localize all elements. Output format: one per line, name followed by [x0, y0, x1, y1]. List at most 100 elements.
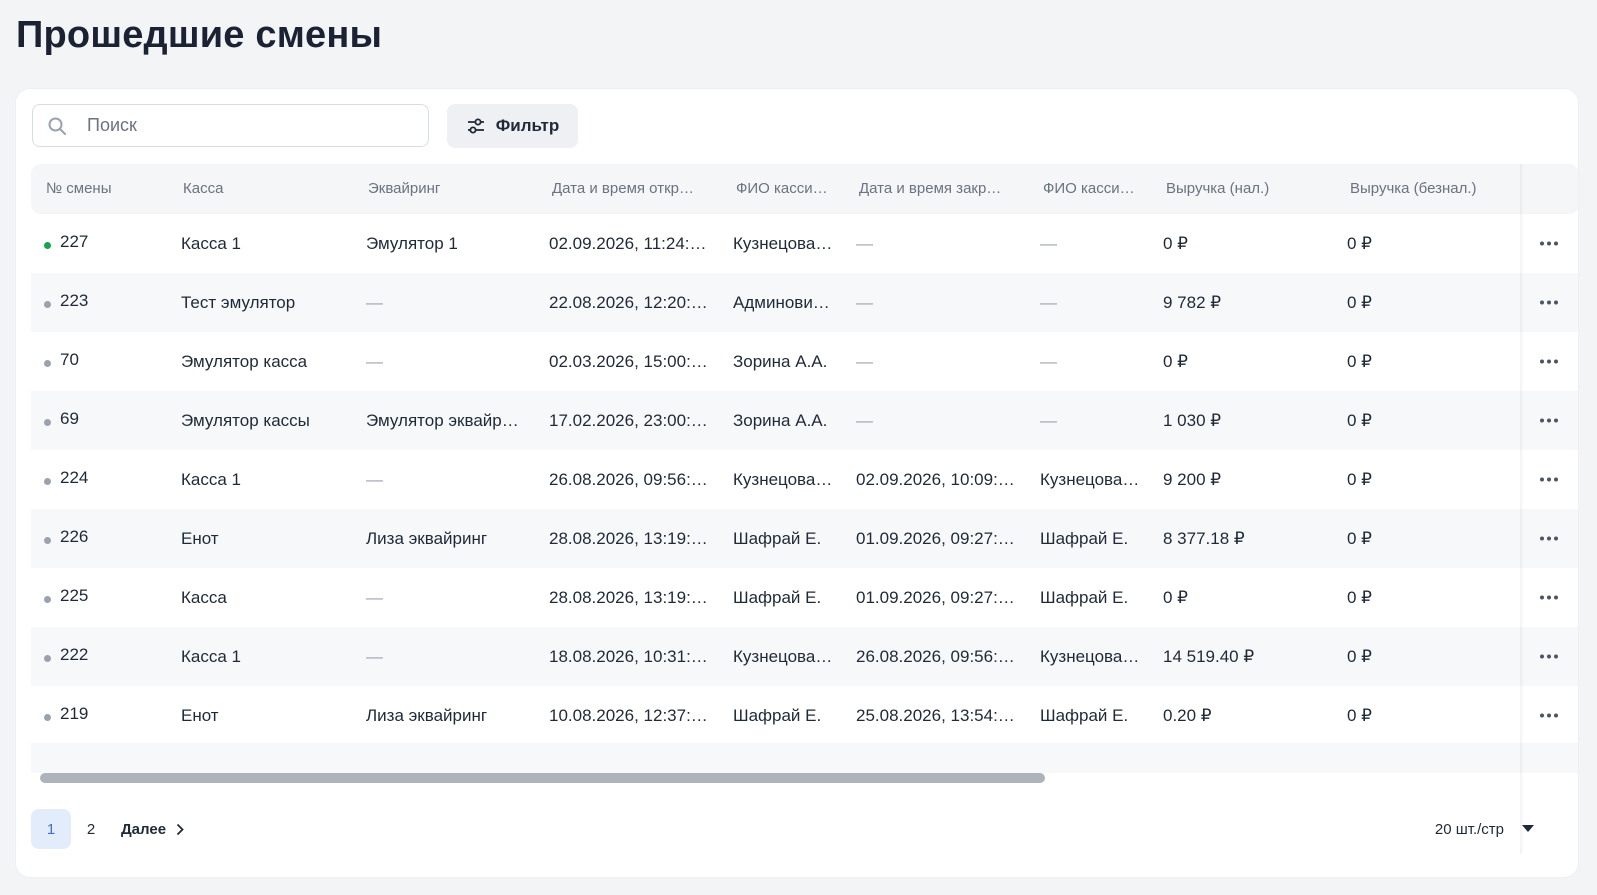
cell-acquiring: —	[366, 588, 383, 607]
caret-down-icon	[1522, 825, 1534, 832]
cell-register: Енот	[181, 529, 219, 548]
table-header: № смены Касса Эквайринг Дата и время отк…	[31, 164, 1578, 214]
cell-acquiring: Лиза эквайринг	[366, 529, 488, 548]
cell-revenue-cashless: 0 ₽	[1347, 529, 1372, 548]
cell-close-datetime: —	[856, 352, 873, 371]
per-page-label: 20 шт./стр	[1434, 820, 1504, 838]
cell-shift-number: 225	[60, 586, 89, 605]
cell-close-datetime: —	[856, 411, 873, 430]
status-dot	[44, 360, 51, 367]
page-title: Прошедшие смены	[16, 14, 383, 56]
cell-close-cashier: —	[1040, 293, 1057, 312]
next-page-button[interactable]: Далее	[121, 809, 184, 849]
header-acquiring[interactable]: Эквайринг	[368, 180, 441, 197]
cell-register: Касса 1	[181, 470, 241, 489]
table-row[interactable]: 227 Касса 1 Эмулятор 1 02.09.2026, 11:24:… К…	[31, 214, 1578, 273]
cell-close-cashier: —	[1040, 352, 1057, 371]
cell-close-datetime: 01.09.2026, 09:27:…	[856, 588, 1015, 607]
cell-close-cashier: Шафрай Е.	[1040, 706, 1129, 725]
table-row[interactable]: 223 Тест эмулятор — 22.08.2026, 12:20:… Адми…	[31, 273, 1578, 332]
cell-revenue-cash: 1 030 ₽	[1163, 411, 1222, 430]
cell-close-datetime: 01.09.2026, 09:27:…	[856, 529, 1015, 548]
cell-open-datetime: 17.02.2026, 23:00:…	[549, 411, 708, 430]
cell-acquiring: Лиза эквайринг	[366, 706, 488, 725]
header-open-datetime[interactable]: Дата и время откр…	[552, 180, 694, 197]
row-actions-button[interactable]	[1519, 332, 1578, 391]
cell-close-cashier: Кузнецова…	[1040, 647, 1140, 666]
table-row[interactable]: 219 Енот Лиза эквайринг 10.08.2026, 12:37:……	[31, 686, 1578, 745]
search-input[interactable]	[85, 114, 428, 137]
cell-open-cashier: Шафрай Е.	[733, 706, 822, 725]
per-page-select[interactable]: 20 шт./стр	[1435, 814, 1534, 844]
more-horizontal-icon	[1540, 359, 1558, 364]
cell-open-datetime: 18.08.2026, 10:31:…	[549, 647, 708, 666]
header-revenue-cashless[interactable]: Выручка (безнал.)	[1350, 180, 1477, 197]
header-shift-number[interactable]: № смены	[46, 180, 112, 197]
cell-shift-number: 219	[60, 704, 89, 723]
cell-open-datetime: 22.08.2026, 12:20:…	[549, 293, 708, 312]
header-close-datetime[interactable]: Дата и время закр…	[859, 180, 1002, 197]
cell-revenue-cash: 9 200 ₽	[1163, 470, 1222, 489]
cell-open-datetime: 10.08.2026, 12:37:…	[549, 706, 708, 725]
cell-revenue-cash: 14 519.40 ₽	[1163, 647, 1255, 666]
cell-open-datetime: 26.08.2026, 09:56:…	[549, 470, 708, 489]
scrollbar-thumb[interactable]	[40, 773, 1045, 783]
cell-revenue-cashless: 0 ₽	[1347, 647, 1372, 666]
cell-shift-number: 222	[60, 645, 89, 664]
cell-open-datetime: 28.08.2026, 13:19:…	[549, 588, 708, 607]
status-dot	[44, 301, 51, 308]
cell-shift-number: 69	[60, 409, 79, 428]
cell-close-datetime: 02.09.2026, 10:09:…	[856, 470, 1015, 489]
cell-close-cashier: Шафрай Е.	[1040, 588, 1129, 607]
table-row[interactable]: 70 Эмулятор касса — 02.03.2026, 15:00:… Зори…	[31, 332, 1578, 391]
filter-button[interactable]: Фильтр	[447, 104, 578, 148]
header-register[interactable]: Касса	[183, 180, 224, 197]
page-2-button[interactable]: 2	[86, 820, 96, 838]
cell-acquiring: —	[366, 647, 383, 666]
table-row[interactable]: 226 Енот Лиза эквайринг 28.08.2026, 13:19:……	[31, 509, 1578, 568]
status-dot	[44, 242, 51, 249]
cell-close-cashier: Кузнецова…	[1040, 470, 1140, 489]
page-1-button[interactable]: 1	[31, 809, 71, 849]
more-horizontal-icon	[1540, 536, 1558, 541]
header-revenue-cash[interactable]: Выручка (нал.)	[1166, 180, 1270, 197]
header-open-cashier[interactable]: ФИО касси…	[736, 180, 828, 197]
row-actions-button[interactable]	[1519, 509, 1578, 568]
table-row[interactable]: 69 Эмулятор кассы Эмулятор эквайр… 17.02.20…	[31, 391, 1578, 450]
header-close-cashier[interactable]: ФИО касси…	[1043, 180, 1135, 197]
cell-revenue-cashless: 0 ₽	[1347, 293, 1372, 312]
shifts-card: Фильтр № смены Касса Эквайринг Дата и вр…	[16, 89, 1578, 877]
shifts-table: № смены Касса Эквайринг Дата и время отк…	[31, 164, 1578, 854]
row-actions-button[interactable]	[1519, 627, 1578, 686]
row-actions-button[interactable]	[1519, 568, 1578, 627]
more-horizontal-icon	[1540, 654, 1558, 659]
cell-revenue-cashless: 0 ₽	[1347, 352, 1372, 371]
cell-open-cashier: Админови…	[733, 293, 830, 312]
cell-close-cashier: Шафрай Е.	[1040, 529, 1129, 548]
cell-register: Касса 1	[181, 647, 241, 666]
cell-acquiring: Эмулятор эквайр…	[366, 411, 519, 430]
table-row[interactable]: 225 Касса — 28.08.2026, 13:19:… Шафрай Е. 01.…	[31, 568, 1578, 627]
cell-close-datetime: 25.08.2026, 13:54:…	[856, 706, 1015, 725]
cell-open-cashier: Кузнецова…	[733, 470, 833, 489]
cell-acquiring: —	[366, 352, 383, 371]
cell-revenue-cashless: 0 ₽	[1347, 470, 1372, 489]
cell-acquiring: —	[366, 293, 383, 312]
cell-open-cashier: Кузнецова…	[733, 234, 833, 253]
table-row-partial	[31, 743, 1578, 773]
horizontal-scrollbar[interactable]	[40, 773, 1570, 785]
table-row[interactable]: 224 Касса 1 — 26.08.2026, 09:56:… Кузнецова……	[31, 450, 1578, 509]
search-box[interactable]	[32, 104, 429, 147]
search-icon	[48, 117, 66, 135]
row-actions-button[interactable]	[1519, 450, 1578, 509]
pagination: 1 2 Далее	[31, 809, 184, 849]
cell-open-cashier: Зорина А.А.	[733, 411, 828, 430]
row-actions-button[interactable]	[1519, 214, 1578, 273]
cell-revenue-cash: 0.20 ₽	[1163, 706, 1212, 725]
cell-register: Эмулятор касса	[181, 352, 308, 371]
row-actions-button[interactable]	[1519, 686, 1578, 745]
row-actions-button[interactable]	[1519, 273, 1578, 332]
row-actions-button[interactable]	[1519, 391, 1578, 450]
table-row[interactable]: 222 Касса 1 — 18.08.2026, 10:31:… Кузнецова……	[31, 627, 1578, 686]
cell-revenue-cash: 9 782 ₽	[1163, 293, 1222, 312]
